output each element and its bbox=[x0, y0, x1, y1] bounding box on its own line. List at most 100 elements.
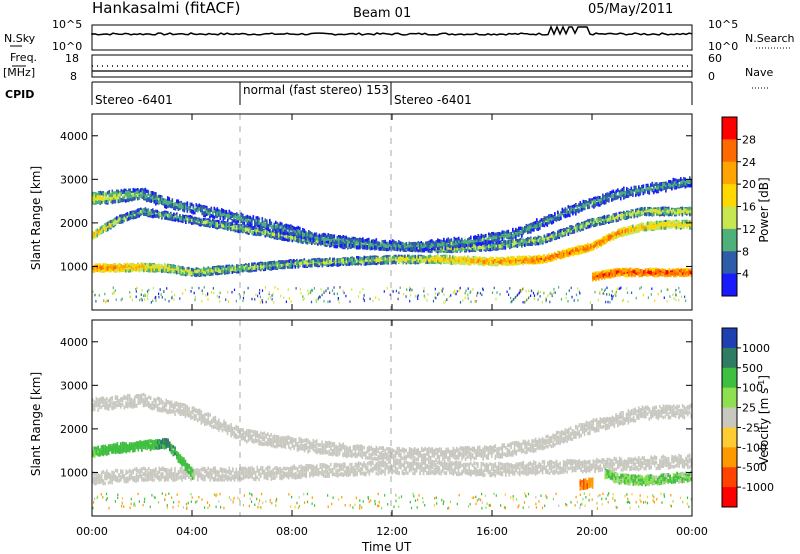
power-cell bbox=[576, 248, 579, 252]
power-cell bbox=[143, 212, 145, 216]
power-cell bbox=[147, 268, 150, 273]
power-cell bbox=[144, 267, 147, 271]
power-cell bbox=[444, 257, 447, 261]
power-cell bbox=[677, 225, 679, 230]
power-cell bbox=[99, 231, 102, 236]
power-cell bbox=[281, 265, 283, 270]
power-cell bbox=[105, 223, 108, 227]
power-cell bbox=[291, 259, 294, 264]
power-cell bbox=[228, 265, 231, 270]
power-cell bbox=[482, 262, 484, 267]
power-cell bbox=[323, 241, 325, 245]
freq-panel: Freq. [MHz] 18 8 Nave 60 0 bbox=[3, 51, 773, 89]
power-cell bbox=[200, 223, 202, 227]
power-cell bbox=[402, 257, 405, 261]
power-cell bbox=[167, 268, 169, 272]
power-cell bbox=[252, 262, 255, 266]
power-cell bbox=[330, 260, 333, 264]
power-cell bbox=[537, 255, 540, 259]
power-cell bbox=[234, 222, 237, 227]
power-cell bbox=[567, 247, 570, 252]
power-cell bbox=[458, 259, 460, 263]
power-cell bbox=[533, 257, 535, 261]
power-cell bbox=[618, 233, 621, 238]
power-cell bbox=[228, 269, 231, 273]
power-cell bbox=[149, 211, 151, 216]
power-cell bbox=[387, 261, 390, 265]
power-cell bbox=[221, 221, 223, 226]
power-cell bbox=[525, 260, 528, 265]
power-cell bbox=[503, 258, 505, 263]
power-cell bbox=[239, 268, 241, 272]
power-cell bbox=[155, 269, 157, 273]
power-cell bbox=[221, 267, 223, 271]
power-cell bbox=[254, 230, 256, 234]
power-cell bbox=[570, 251, 573, 255]
power-cell bbox=[255, 227, 258, 231]
power-cell bbox=[305, 264, 307, 268]
power-cell bbox=[251, 268, 253, 273]
power-cell bbox=[273, 233, 276, 237]
power-cell bbox=[419, 256, 421, 260]
power-cell bbox=[144, 212, 147, 217]
power-cell bbox=[521, 259, 523, 264]
power-cell bbox=[651, 223, 654, 227]
power-cell bbox=[647, 226, 649, 231]
power-cell bbox=[440, 261, 442, 265]
power-cell bbox=[488, 258, 490, 262]
power-cell bbox=[134, 210, 136, 214]
power-cell bbox=[159, 213, 162, 217]
power-cell bbox=[377, 261, 379, 265]
power-cell bbox=[426, 260, 429, 264]
power-cell bbox=[497, 257, 499, 261]
power-cell bbox=[99, 226, 102, 231]
power-cell bbox=[254, 264, 256, 268]
power-cell bbox=[155, 212, 157, 216]
power-cell bbox=[125, 213, 127, 218]
power-cell bbox=[192, 268, 195, 272]
power-cell bbox=[420, 256, 423, 260]
power-cell bbox=[246, 268, 249, 273]
power-cell bbox=[230, 222, 232, 226]
power-cell bbox=[140, 262, 142, 267]
power-cell bbox=[251, 229, 253, 234]
power-cell bbox=[156, 268, 159, 272]
power-cell bbox=[146, 208, 148, 213]
power-cell bbox=[231, 225, 234, 230]
power-cell bbox=[482, 260, 484, 264]
power-cell bbox=[152, 264, 154, 268]
power-cell bbox=[180, 270, 183, 274]
power-cell bbox=[104, 224, 106, 229]
power-data bbox=[92, 176, 692, 304]
power-cell bbox=[336, 258, 339, 262]
power-cell bbox=[378, 258, 381, 262]
power-cell bbox=[96, 265, 99, 270]
power-cell bbox=[252, 226, 255, 230]
power-cell bbox=[141, 209, 144, 213]
power-cell bbox=[207, 219, 210, 224]
power-cell bbox=[452, 258, 454, 262]
power-cell bbox=[561, 254, 564, 258]
power-cell bbox=[687, 221, 690, 226]
power-cell bbox=[651, 226, 654, 230]
power-cell bbox=[140, 267, 142, 271]
power-cell bbox=[269, 229, 271, 233]
power-cell bbox=[197, 221, 199, 225]
power-cell bbox=[540, 258, 543, 262]
power-cell bbox=[347, 242, 349, 246]
power-cell bbox=[369, 256, 372, 260]
power-cell bbox=[512, 256, 514, 260]
power-cell bbox=[374, 258, 376, 263]
power-cell bbox=[528, 255, 531, 259]
power-cell bbox=[545, 259, 547, 264]
power-cell bbox=[503, 261, 505, 266]
power-cell bbox=[237, 227, 240, 232]
power-cell bbox=[216, 266, 219, 271]
power-cell bbox=[126, 263, 129, 268]
cpid-segment-2: normal (fast stereo) 153 bbox=[243, 83, 389, 97]
power-cell bbox=[369, 258, 372, 262]
power-cell bbox=[260, 229, 262, 233]
power-cell bbox=[602, 239, 604, 243]
power-cell bbox=[108, 267, 111, 272]
power-cell bbox=[269, 265, 271, 270]
